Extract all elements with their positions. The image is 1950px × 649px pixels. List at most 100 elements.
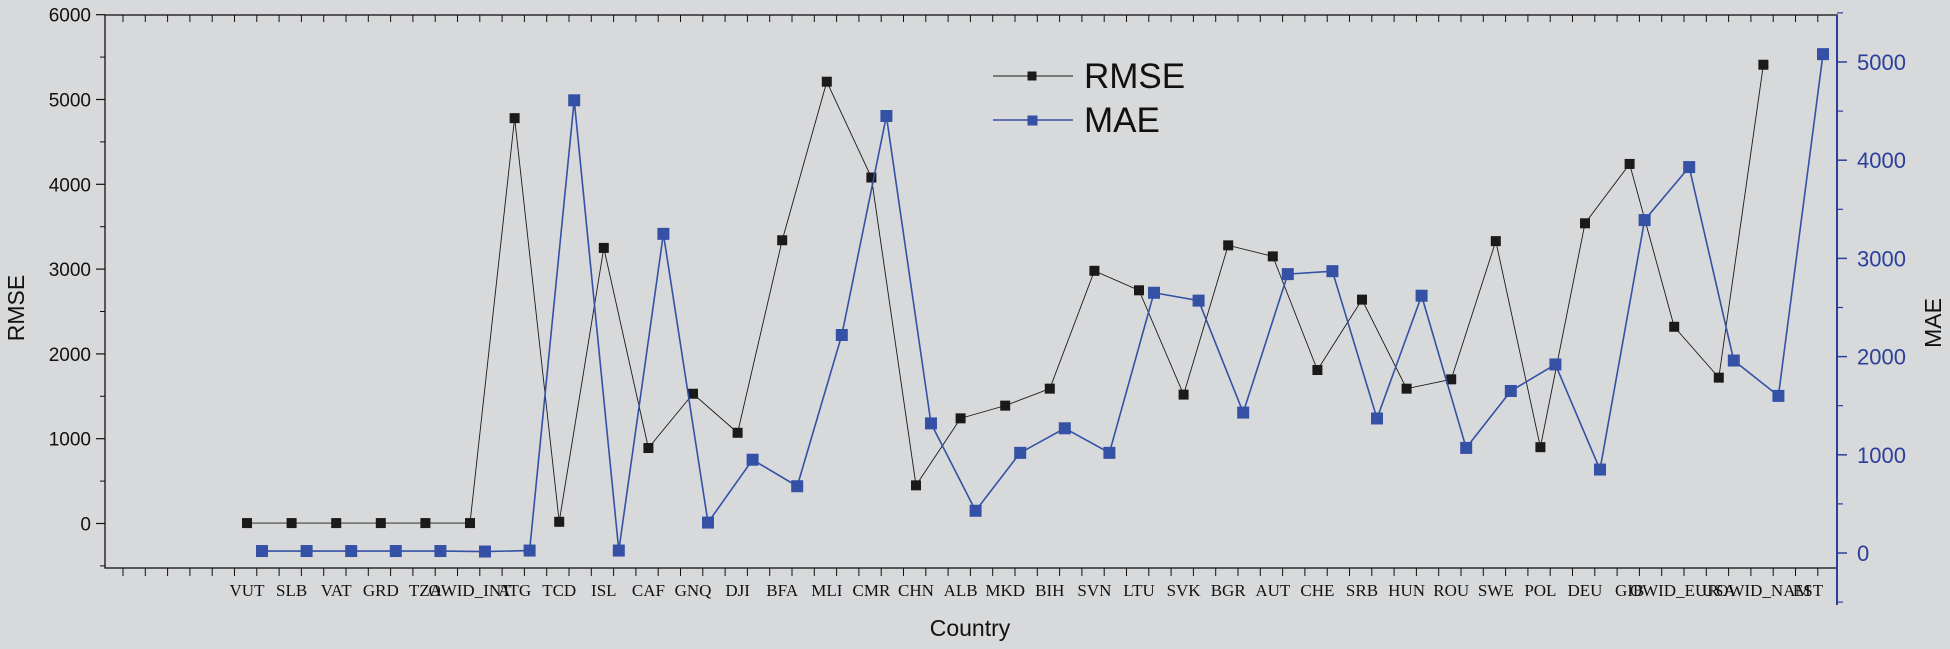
x-tick-label: GNQ xyxy=(675,581,712,600)
mae-point xyxy=(612,544,625,557)
rmse-point xyxy=(1624,158,1635,169)
mae-point xyxy=(345,545,358,558)
y-tick-label: 0 xyxy=(80,515,91,536)
rmse-point xyxy=(331,518,342,529)
mae-point xyxy=(880,110,893,123)
x-tick-label: ATG xyxy=(498,581,531,600)
x-tick-label: ROU xyxy=(1433,581,1469,600)
x-tick-label: SLB xyxy=(276,581,307,600)
mae-point xyxy=(1326,265,1339,278)
rmse-point xyxy=(242,518,252,529)
mae-point xyxy=(746,453,759,466)
mae-point xyxy=(1683,161,1696,174)
x-tick-label: OWID_INT xyxy=(428,581,512,600)
x-tick-label: AUT xyxy=(1255,581,1291,600)
x-tick-label: BIH xyxy=(1035,581,1064,600)
series-line-mae xyxy=(262,54,1824,553)
x-tick-label: VUT xyxy=(230,581,266,600)
x-tick-label: EST xyxy=(1793,581,1824,600)
mae-point xyxy=(300,545,313,558)
mae-point xyxy=(1237,406,1250,419)
rmse-point xyxy=(598,242,609,253)
x-tick-label: POL xyxy=(1524,581,1556,600)
rmse-point xyxy=(1000,400,1011,411)
mae-point xyxy=(568,94,581,107)
rmse-point xyxy=(1134,285,1144,296)
series-layer xyxy=(242,48,1829,558)
legend-rmse-label: RMSE xyxy=(1084,57,1185,96)
x-tick-label: MKD xyxy=(985,581,1025,600)
mae-point xyxy=(1594,463,1606,476)
mae-point xyxy=(969,504,982,517)
mae-point xyxy=(256,545,268,558)
mae-point xyxy=(1281,268,1294,281)
rmse-point xyxy=(1178,389,1189,400)
x-tick-label: SVN xyxy=(1077,581,1111,600)
plot-frame xyxy=(104,14,1838,569)
rmse-point xyxy=(554,516,565,527)
x-tick-label: CHE xyxy=(1300,581,1334,600)
y-tick-label: 1000 xyxy=(49,430,91,451)
mae-point xyxy=(1014,446,1027,459)
x-tick-label: ISL xyxy=(591,581,617,600)
y2-tick-label: 1000 xyxy=(1857,443,1906,468)
y2-tick-label: 3000 xyxy=(1857,246,1906,271)
y-tick-label: 6000 xyxy=(49,6,91,27)
y-tick-label: 2000 xyxy=(49,345,91,366)
y2-tick-label: 4000 xyxy=(1857,148,1906,173)
y-axis-title: RMSE xyxy=(3,275,29,341)
y-tick-label: 5000 xyxy=(49,91,91,112)
mae-point xyxy=(1504,384,1517,397)
x-tick-label: CHN xyxy=(898,581,934,600)
rmse-point xyxy=(643,443,654,454)
x-tick-label: CMR xyxy=(853,581,891,600)
y2-tick-label: 5000 xyxy=(1857,50,1906,75)
mae-point xyxy=(791,480,804,493)
x-tick-label: DEU xyxy=(1568,581,1603,600)
x-tick-label: BFA xyxy=(766,581,799,600)
mae-point xyxy=(523,544,536,557)
x-tick-label: SVK xyxy=(1167,581,1202,600)
mae-point xyxy=(1460,441,1473,454)
rmse-point xyxy=(1580,218,1590,229)
rmse-point xyxy=(1044,383,1055,394)
legend: RMSE MAE xyxy=(993,57,1185,140)
x-tick-label: LTU xyxy=(1123,581,1155,600)
x-tick-label: USA xyxy=(1702,581,1737,600)
plot-border xyxy=(104,14,1838,569)
x-tick-label: MLI xyxy=(811,581,843,600)
mae-point xyxy=(1371,412,1383,425)
rmse-point xyxy=(375,518,386,529)
x-tick-label: ALB xyxy=(944,581,978,600)
x-tick-label: OWID_NAM xyxy=(1716,581,1810,600)
x-tick-label: TZA xyxy=(409,581,443,600)
rmse-point xyxy=(955,413,966,424)
rmse-point xyxy=(1713,372,1724,383)
y-tick-label: 4000 xyxy=(49,175,91,196)
mae-point xyxy=(1192,294,1205,307)
rmse-point xyxy=(1223,240,1234,251)
mae-point xyxy=(1415,289,1428,302)
x-tick-label: CAF xyxy=(632,581,665,600)
x-tick-label: SRB xyxy=(1346,581,1378,600)
y-axis-left: 0 1000 2000 3000 4000 5000 6000 xyxy=(49,6,105,567)
rmse-point xyxy=(866,172,877,183)
mae-point xyxy=(657,227,670,240)
mae-point xyxy=(389,545,402,558)
mae-point xyxy=(1772,389,1785,402)
rmse-point xyxy=(420,518,431,529)
mae-point xyxy=(835,328,848,341)
legend-mae-marker xyxy=(1027,115,1038,126)
y2-axis-title: MAE xyxy=(1920,298,1946,348)
y-axis-right: 0 1000 2000 3000 4000 5000 xyxy=(1836,12,1906,605)
mae-point xyxy=(1148,286,1160,299)
mae-point xyxy=(1638,214,1651,227)
rmse-point xyxy=(777,235,788,246)
rmse-point xyxy=(1669,321,1680,332)
x-axis-title: Country xyxy=(930,615,1011,641)
x-tick-label: TCD xyxy=(542,581,576,600)
legend-mae-label: MAE xyxy=(1084,101,1160,140)
rmse-point xyxy=(1267,251,1278,262)
